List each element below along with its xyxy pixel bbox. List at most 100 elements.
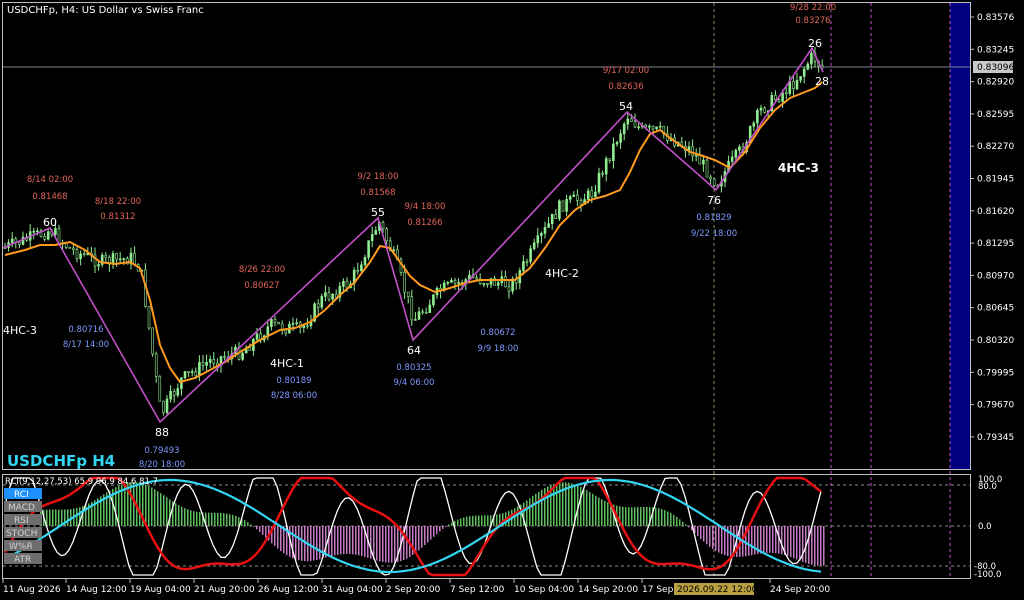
peak-count: 54 <box>619 100 633 113</box>
level-label: -100.0 <box>974 570 1001 580</box>
peak-price: 0.82636 <box>608 82 643 92</box>
price-tick-label: 0.79995 <box>977 368 1014 378</box>
vertical-markers <box>713 3 951 578</box>
time-tick-label: 26 Aug 12:00 <box>258 585 319 595</box>
indicator-buttons: RCI MACD RSI STOCH W%R ATR <box>4 488 42 565</box>
price-tick-label: 0.81945 <box>977 175 1014 185</box>
time-cursor-value: 2026.09.22 12:00 <box>677 585 758 595</box>
current-price-value: 0.83096 <box>977 63 1014 73</box>
trough-count: 64 <box>407 344 421 357</box>
trough-price: 0.81829 <box>696 213 731 223</box>
wave-label: 4HC-2 <box>545 267 579 280</box>
peak-time: 8/26 22:00 <box>239 265 285 275</box>
time-tick-label: 31 Aug 04:00 <box>322 585 383 595</box>
atr-button[interactable]: ATR <box>4 553 42 565</box>
price-tick-label: 0.83245 <box>977 45 1014 55</box>
price-tick-label: 0.79670 <box>977 401 1014 411</box>
trough-time: 8/20 18:00 <box>139 460 185 470</box>
rci-indicator-panel: RCI(9,12,27,53) 65.9 96.9 84.6 81.7 <box>3 476 970 577</box>
trough-time: 9/4 06:00 <box>394 378 435 388</box>
rci-slow-line <box>4 478 822 574</box>
svg-text:STOCH: STOCH <box>6 529 37 539</box>
peak-price: 0.81266 <box>407 218 442 228</box>
time-tick-label: 24 Sep 20:00 <box>770 585 830 595</box>
peak-time: 9/28 22:00 <box>790 3 836 13</box>
peak-price: 0.81568 <box>360 188 395 198</box>
svg-text:MACD: MACD <box>8 503 35 513</box>
time-tick-label: 21 Aug 20:00 <box>194 585 255 595</box>
peak-price: 0.80627 <box>244 281 279 291</box>
svg-text:RSI: RSI <box>14 516 29 526</box>
price-tick-label: 0.80970 <box>977 271 1014 281</box>
time-tick-label: 2 Sep 20:00 <box>386 585 441 595</box>
wave-label: 4HC-1 <box>270 357 304 370</box>
stoch-button[interactable]: STOCH <box>4 527 42 539</box>
level-label: 80.0 <box>978 482 997 492</box>
price-tick-label: 0.82270 <box>977 142 1014 152</box>
peak-count: 55 <box>371 206 385 219</box>
price-tick-label: 0.81295 <box>977 239 1014 249</box>
time-tick-label: 14 Sep 20:00 <box>578 585 638 595</box>
price-tick-label: 0.80320 <box>977 336 1014 346</box>
chart-shift-area <box>950 2 970 470</box>
time-tick-label: 14 Aug 12:00 <box>66 585 127 595</box>
trough-count: 28 <box>815 75 829 88</box>
trough-price: 0.80716 <box>68 325 103 335</box>
peak-annotations: 8/14 02:00 0.81468 8/18 22:00 0.81312 8/… <box>27 3 836 291</box>
price-tick-label: 0.81620 <box>977 207 1014 217</box>
rsi-button[interactable]: RSI <box>4 514 42 526</box>
main-chart-frame[interactable] <box>2 2 971 470</box>
time-tick-label: 7 Sep 12:00 <box>450 585 505 595</box>
peak-count: 26 <box>808 37 822 50</box>
level-label: 100.0 <box>978 475 1002 485</box>
indicator-frame[interactable] <box>2 474 971 579</box>
current-price-tag: 0.83096 <box>973 61 1014 73</box>
time-tick-label: 19 Aug 04:00 <box>130 585 191 595</box>
price-tick-label: 0.83576 <box>977 13 1014 23</box>
level-label: -80.0 <box>974 562 996 572</box>
rci-fast-line <box>4 477 822 576</box>
indicator-header: RCI(9,12,27,53) 65.9 96.9 84.6 81.7 <box>5 477 158 487</box>
price-tick-label: 0.79345 <box>977 433 1014 443</box>
svg-text:W%R: W%R <box>9 542 33 552</box>
wave-label: 4HC-3 <box>778 161 819 175</box>
svg-text:RCI: RCI <box>14 490 29 500</box>
svg-text:ATR: ATR <box>14 555 31 565</box>
time-cursor-tag: 2026.09.22 12:00 <box>674 583 758 595</box>
trough-time: 8/28 06:00 <box>271 391 317 401</box>
peak-time: 8/14 02:00 <box>27 175 73 185</box>
rci-button[interactable]: RCI <box>4 488 42 500</box>
peak-time: 8/18 22:00 <box>95 197 141 207</box>
trough-counts: 88 64 76 28 <box>155 75 829 439</box>
wpr-button[interactable]: W%R <box>4 540 42 552</box>
peak-time: 9/2 18:00 <box>358 172 399 182</box>
rci-histogram <box>40 482 825 566</box>
trough-count: 76 <box>707 194 721 207</box>
symbol-label: USDCHFp H4 <box>7 452 115 470</box>
zigzag-line <box>2 46 824 424</box>
current-price-box <box>973 61 1013 73</box>
time-axis[interactable]: 11 Aug 2026 14 Aug 12:00 19 Aug 04:00 21 Au… <box>2 579 830 595</box>
trough-time: 9/22 18:00 <box>691 229 737 239</box>
peak-time: 9/4 18:00 <box>405 202 446 212</box>
macd-button[interactable]: MACD <box>4 501 42 513</box>
rci-mid-line <box>3 476 822 577</box>
indicator-levels: 100.0 80.0 0.0 -80.0 -100.0 <box>974 475 1002 580</box>
price-tick-label: 0.82595 <box>977 110 1014 120</box>
peak-time: 9/17 02:00 <box>603 66 649 76</box>
price-tick-label: 0.80645 <box>977 304 1014 314</box>
peak-price: 0.81312 <box>100 212 135 222</box>
price-axis[interactable]: 0.83576 0.83245 0.82920 0.82595 0.82270 0.819… <box>970 13 1014 443</box>
trough-time: 8/17 14:00 <box>63 340 109 350</box>
trough-annotations: 0.80716 8/17 14:00 0.79493 8/20 18:00 0.… <box>63 213 737 470</box>
peak-counts: 60 55 54 26 <box>43 37 822 229</box>
level-label: 0.0 <box>978 522 992 532</box>
peak-count: 60 <box>43 216 57 229</box>
time-tick-label: 10 Sep 04:00 <box>514 585 574 595</box>
peak-price: 0.81468 <box>32 192 67 202</box>
trough-price: 0.80189 <box>276 376 311 386</box>
time-tick-label: 17 Sep <box>642 585 674 595</box>
wave-labels: 4HC-3 4HC-1 4HC-2 4HC-3 <box>3 161 819 370</box>
trough-price: 0.79493 <box>144 446 179 456</box>
